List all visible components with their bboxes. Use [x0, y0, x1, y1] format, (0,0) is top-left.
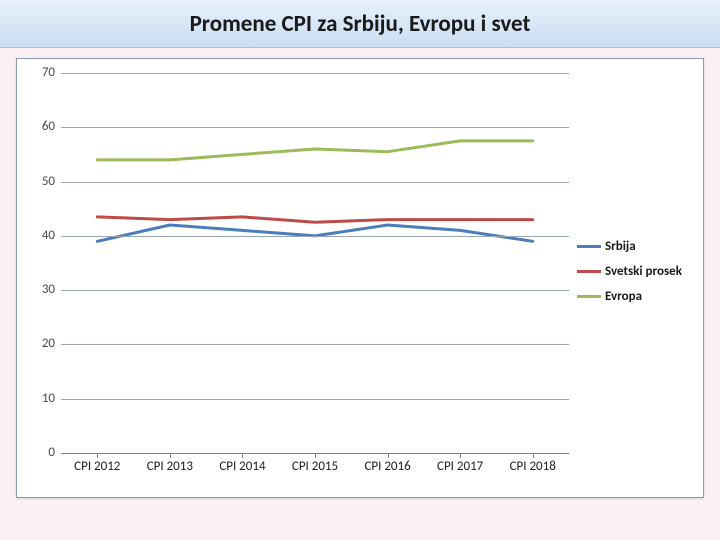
legend-swatch — [577, 245, 601, 248]
series-line-svetski-prosek — [97, 217, 532, 222]
y-tick-label: 70 — [29, 65, 55, 80]
x-tick-label: CPI 2016 — [354, 459, 422, 474]
x-tick-mark — [388, 453, 389, 458]
cpi-line-chart: 0 10 20 30 40 50 60 70 CPI 2012 CPI 2013 CPI 2014… — [16, 58, 704, 498]
y-tick-label: 40 — [29, 228, 55, 243]
x-tick-mark — [97, 453, 98, 458]
x-tick-label: CPI 2017 — [426, 459, 494, 474]
y-tick-label: 10 — [29, 391, 55, 406]
chart-legend: Srbija Svetski prosek Evropa — [577, 239, 682, 314]
x-tick-label: CPI 2018 — [499, 459, 567, 474]
y-tick-label: 50 — [29, 174, 55, 189]
legend-item: Srbija — [577, 239, 682, 254]
series-line-evropa — [97, 141, 532, 160]
x-tick-label: CPI 2014 — [208, 459, 276, 474]
page-title: Promene CPI za Srbiju, Evropu i svet — [190, 10, 531, 38]
x-tick-mark — [533, 453, 534, 458]
legend-label: Evropa — [605, 289, 642, 304]
plot-area — [61, 73, 569, 453]
legend-item: Evropa — [577, 289, 682, 304]
x-tick-label: CPI 2012 — [63, 459, 131, 474]
x-tick-mark — [315, 453, 316, 458]
gridline — [61, 236, 569, 237]
gridline — [61, 344, 569, 345]
gridline — [61, 127, 569, 128]
x-tick-mark — [170, 453, 171, 458]
gridline — [61, 399, 569, 400]
x-tick-mark — [460, 453, 461, 458]
legend-swatch — [577, 295, 601, 298]
gridline — [61, 73, 569, 74]
slide: Promene CPI za Srbiju, Evropu i svet 0 10… — [0, 0, 720, 540]
title-band: Promene CPI za Srbiju, Evropu i svet — [0, 0, 720, 48]
gridline — [61, 182, 569, 183]
legend-label: Srbija — [605, 239, 636, 254]
y-tick-label: 60 — [29, 119, 55, 134]
series-line-srbija — [97, 225, 532, 241]
y-tick-label: 0 — [29, 445, 55, 460]
x-tick-label: CPI 2015 — [281, 459, 349, 474]
legend-item: Svetski prosek — [577, 264, 682, 279]
chart-lines — [61, 73, 569, 453]
legend-label: Svetski prosek — [605, 264, 682, 279]
y-tick-label: 20 — [29, 336, 55, 351]
x-tick-label: CPI 2013 — [136, 459, 204, 474]
y-tick-label: 30 — [29, 282, 55, 297]
x-tick-mark — [242, 453, 243, 458]
legend-swatch — [577, 270, 601, 273]
gridline — [61, 290, 569, 291]
